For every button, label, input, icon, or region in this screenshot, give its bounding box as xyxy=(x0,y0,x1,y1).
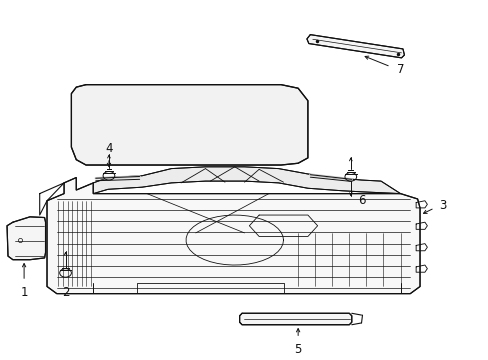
Text: 3: 3 xyxy=(439,199,446,212)
Polygon shape xyxy=(306,35,404,58)
Text: 2: 2 xyxy=(61,287,69,300)
Polygon shape xyxy=(47,177,419,294)
Polygon shape xyxy=(239,313,351,325)
Text: 4: 4 xyxy=(105,142,112,155)
Polygon shape xyxy=(71,85,307,165)
Text: 1: 1 xyxy=(20,287,28,300)
Polygon shape xyxy=(93,167,400,194)
Text: 5: 5 xyxy=(294,343,301,356)
Text: 7: 7 xyxy=(396,63,403,76)
Polygon shape xyxy=(7,217,45,260)
Text: 6: 6 xyxy=(357,194,365,207)
